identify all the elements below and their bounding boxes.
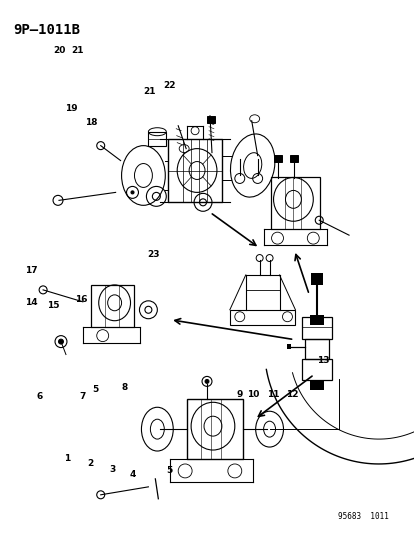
Text: 18: 18	[85, 118, 98, 127]
Bar	[310, 315, 324, 325]
Text: 10: 10	[247, 390, 260, 399]
Text: 5: 5	[92, 385, 98, 394]
Ellipse shape	[131, 191, 134, 194]
Text: 12: 12	[286, 390, 298, 399]
Text: 11: 11	[267, 390, 280, 399]
Bar	[271, 177, 320, 229]
Bar	[288, 344, 291, 349]
Ellipse shape	[59, 339, 63, 344]
Text: 8: 8	[122, 383, 128, 392]
Text: 95683  1011: 95683 1011	[338, 512, 389, 521]
Text: 17: 17	[25, 266, 37, 274]
Bar	[273, 155, 281, 161]
Text: 5: 5	[166, 466, 173, 475]
Text: 20: 20	[53, 46, 65, 55]
Bar	[311, 273, 323, 285]
Text: 15: 15	[46, 301, 59, 310]
Bar	[303, 317, 332, 338]
Bar	[91, 285, 134, 327]
Bar	[207, 116, 215, 123]
Text: 3: 3	[110, 465, 116, 473]
Text: 9: 9	[237, 390, 243, 399]
Bar	[305, 338, 329, 359]
Text: 9P–1011B: 9P–1011B	[13, 23, 81, 37]
Text: 2: 2	[87, 459, 93, 469]
Bar	[290, 155, 298, 161]
Text: 4: 4	[129, 471, 136, 479]
Bar	[168, 139, 222, 203]
Text: 7: 7	[79, 392, 86, 401]
Bar	[187, 399, 243, 459]
Text: 1: 1	[64, 454, 71, 463]
Text: 23: 23	[147, 251, 159, 260]
Text: 21: 21	[71, 46, 84, 55]
Bar	[303, 359, 332, 381]
Text: 22: 22	[164, 80, 176, 90]
Text: 6: 6	[36, 392, 42, 401]
Text: 16: 16	[76, 295, 88, 304]
Text: 21: 21	[144, 87, 156, 96]
Ellipse shape	[205, 379, 209, 383]
Text: 19: 19	[65, 104, 78, 113]
Text: 14: 14	[25, 297, 37, 306]
Text: 13: 13	[317, 357, 329, 366]
Bar	[149, 132, 166, 146]
Bar	[310, 381, 324, 390]
